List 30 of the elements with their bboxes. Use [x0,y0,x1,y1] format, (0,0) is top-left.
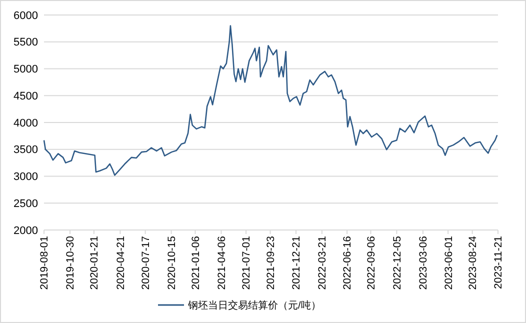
x-tick-label: 2020-07-17 [140,236,152,290]
y-tick-label: 2000 [14,224,38,237]
y-tick-label: 4000 [14,117,38,130]
y-tick-label: 6000 [14,10,38,22]
x-tick-label: 2021-07-01 [240,236,253,290]
x-tick-label: 2022-03-21 [316,236,329,290]
y-tick-label: 2500 [14,198,38,210]
x-tick-label: 2021-12-21 [290,236,303,290]
x-tick-label: 2019-10-30 [64,236,77,290]
x-tick-label: 2023-11-21 [492,236,505,289]
x-tick-label: 2020-01-21 [88,236,101,290]
x-tick-label: 2021-01-06 [190,236,202,290]
x-tick-label: 2021-04-06 [216,236,228,290]
legend-label: 钢坯当日交易结算价（元/吨） [187,300,321,312]
x-tick-label: 2020-04-21 [114,236,127,290]
x-tick-label: 2020-10-15 [166,236,178,290]
y-tick-label: 3000 [14,171,38,184]
x-tick-label: 2023-08-24 [466,236,479,290]
x-tick-label: 2023-03-06 [418,236,430,290]
x-tick-label: 2021-09-23 [264,236,277,290]
x-tick-label: 2022-09-06 [365,236,378,290]
y-tick-label: 4500 [14,90,38,102]
x-tick-label: 2023-06-01 [442,236,455,290]
y-tick-label: 3500 [14,144,38,156]
x-tick-label: 2022-06-16 [342,236,354,290]
y-tick-label: 5000 [14,64,38,76]
line-series [43,25,498,176]
x-tick-label: 2019-08-01 [38,236,51,290]
x-tick-label: 2022-12-05 [391,236,404,290]
y-tick-label: 5500 [14,36,38,49]
